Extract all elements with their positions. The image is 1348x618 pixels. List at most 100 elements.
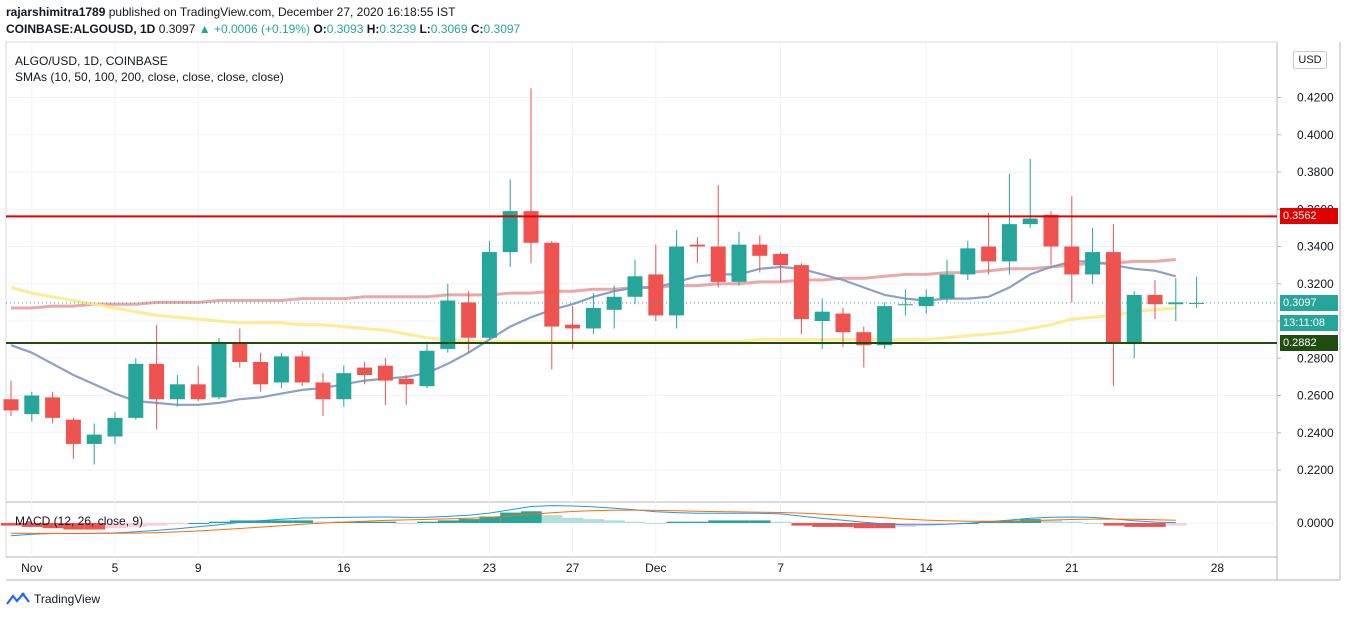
y-tick-label: 0.2400 [1297,426,1334,440]
macd-histogram-bar [521,511,542,523]
symbol-title: COINBASE:ALGOUSD, 1D [6,22,156,36]
macd-histogram-bar [313,521,334,523]
support-price-label: 0.2882 [1280,335,1338,351]
candle-body [357,367,373,376]
macd-histogram-bar [604,520,625,523]
candle-body [565,324,581,329]
candle-body [294,356,310,383]
x-tick-label: 23 [483,561,497,575]
last-price: 0.3097 [158,22,196,36]
macd-histogram-bar [583,519,605,523]
candle-body [107,417,123,437]
candle-body [731,244,747,282]
x-tick-label: 5 [112,561,119,575]
macd-histogram-bar [1165,523,1187,526]
candle-body [793,265,809,320]
macd-histogram-bar [479,516,501,523]
candle-body [585,307,601,329]
x-tick-label: 7 [777,561,784,575]
candle-body [648,274,664,316]
macd-histogram-bar [1041,520,1062,523]
tradingview-text: TradingView [34,592,101,606]
y-tick-label: 0.2800 [1297,351,1334,365]
last-price-label: 0.3097 [1280,295,1338,311]
macd-histogram-bar [1124,523,1145,527]
candle-body [3,399,19,411]
x-tick-label: 21 [1065,561,1079,575]
candle-body [960,248,976,275]
candle-body [689,244,705,247]
y-tick-label: 0.3800 [1297,165,1334,179]
macd-histogram-bar [125,523,147,527]
macd-histogram-bar [146,523,168,526]
author-name: rajarshimitra1789 [6,5,106,19]
candle-body [398,378,414,385]
open-value: 0.3093 [326,22,364,36]
candle-body [1043,214,1059,247]
candle-body [502,211,518,253]
sma-line-50 [10,286,1176,343]
high-value: 0.3239 [379,22,417,36]
candle-body [773,253,789,266]
candle-body [544,242,560,327]
candle-body [45,397,61,418]
ohlc-line: COINBASE:ALGOUSD, 1D 0.3097 ▲ +0.0006 (+… [6,22,521,36]
macd-histogram-bar [770,521,792,523]
candle-body [1085,252,1101,275]
candle-body [627,276,643,297]
macd-histogram-bar [666,521,688,523]
macd-histogram-bar [729,520,750,523]
macd-histogram-bar [1,523,22,526]
macd-histogram-bar [812,523,833,527]
candle-body [315,382,331,400]
candle-body [253,361,269,385]
macd-histogram-bar [437,520,459,523]
candle-body [1147,294,1163,305]
candle-body [523,211,539,243]
published-text: published on TradingView.com, December 2… [108,5,456,19]
macd-histogram-bar [271,520,293,523]
macd-histogram-bar [749,520,771,523]
macd-histogram-bar [708,520,729,523]
macd-histogram-bar [687,521,709,523]
candle-body [1168,302,1184,305]
macd-histogram-bar [42,523,64,529]
y-tick-label: 0.2200 [1297,463,1334,477]
candle-body [190,384,206,400]
candle-body [65,419,81,444]
candle-body [752,244,768,256]
candle-body [86,434,102,444]
currency-badge[interactable]: USD [1293,51,1327,69]
sma-legend: SMAs (10, 50, 100, 200, close, close, cl… [15,70,284,84]
macd-legend: MACD (12, 26, close, 9) [15,514,144,528]
macd-histogram-bar [458,519,480,523]
candle-body [856,332,872,346]
low-value: 0.3069 [430,22,468,36]
tradingview-watermark[interactable]: TradingView [6,592,100,606]
countdown-label: 13:11:08 [1280,315,1338,331]
macd-histogram-bar [1103,523,1125,526]
x-tick-label: 16 [337,561,351,575]
close-value: 0.3097 [483,22,521,36]
candle-body [1022,218,1038,225]
candle-body [440,300,456,349]
macd-histogram-bar [853,523,875,529]
candle-body [669,246,685,316]
y-tick-label: 0.2600 [1297,389,1334,403]
candle-body [981,246,997,262]
macd-histogram-bar [63,523,85,530]
candle-body [1189,302,1205,304]
macd-histogram-bar [937,523,958,525]
publish-line: rajarshimitra1789 published on TradingVi… [6,5,455,19]
macd-histogram-bar [292,520,313,523]
candle-body [24,395,40,415]
candle-body [461,302,477,338]
x-tick-label: 9 [195,561,202,575]
macd-histogram-bar [375,521,397,523]
signal-line [10,509,1176,534]
macd-histogram-bar [562,517,584,523]
chart-legend-title: ALGO/USD, 1D, COINBASE [15,54,168,68]
macd-histogram-bar [645,523,667,524]
macd-histogram-bar [541,515,563,523]
